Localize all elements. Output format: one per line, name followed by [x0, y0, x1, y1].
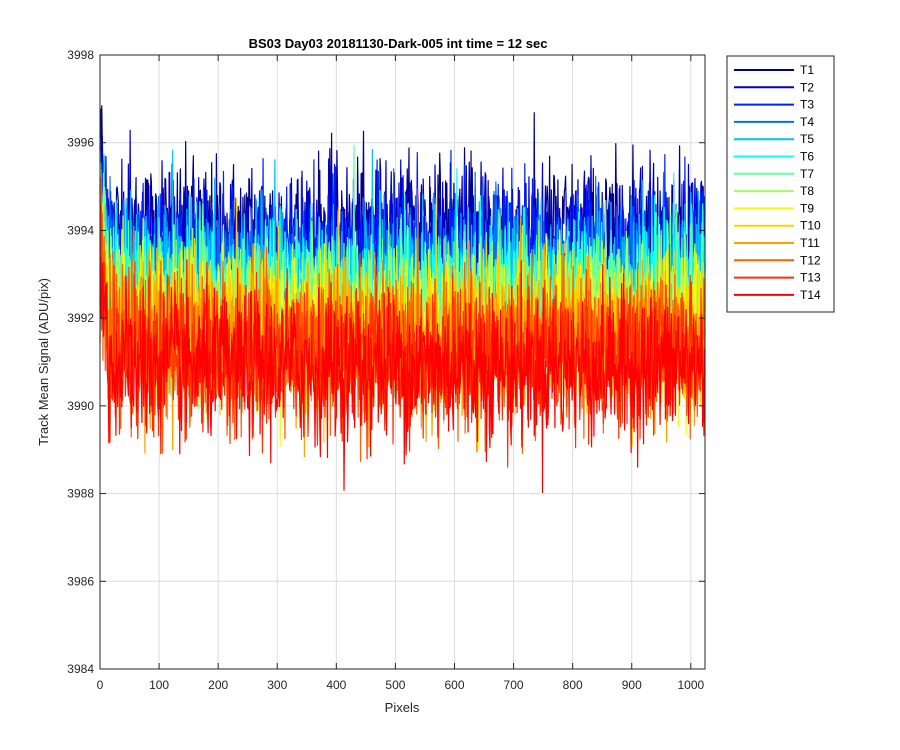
- x-tick-label: 0: [97, 678, 104, 692]
- legend-label-t6: T6: [800, 150, 814, 164]
- legend-label-t13: T13: [800, 271, 821, 285]
- series-line-t14: [99, 256, 706, 494]
- y-tick-label: 3984: [67, 662, 94, 676]
- legend-label-t9: T9: [800, 201, 814, 215]
- legend-label-t14: T14: [800, 288, 821, 302]
- y-tick-label: 3990: [67, 399, 94, 413]
- x-tick-label: 300: [267, 678, 287, 692]
- x-tick-label: 200: [208, 678, 228, 692]
- x-tick-label: 500: [385, 678, 405, 692]
- x-tick-label: 400: [326, 678, 346, 692]
- legend-label-t7: T7: [800, 167, 814, 181]
- legend: T1 T2 T3 T4 T5 T6 T7 T8 T9 T10 T11 T12 T13 T14: [726, 55, 835, 313]
- legend-label-t8: T8: [800, 184, 814, 198]
- y-axis-label: Track Mean Signal (ADU/pix): [36, 278, 51, 446]
- x-tick-label: 100: [149, 678, 169, 692]
- x-tick-label: 900: [622, 678, 642, 692]
- legend-label-t4: T4: [800, 115, 814, 129]
- x-axis-label: Pixels: [385, 700, 420, 715]
- y-tick-label: 3998: [67, 48, 94, 62]
- legend-box: [726, 55, 835, 313]
- chart-title: BS03 Day03 20181130-Dark-005 int time = …: [249, 36, 548, 51]
- y-axis-ticks: 3984 3986 3988 3990 3992 3994 3996 3998: [67, 48, 705, 676]
- x-tick-label: 700: [504, 678, 524, 692]
- x-tick-label: 600: [444, 678, 464, 692]
- y-tick-label: 3996: [67, 136, 94, 150]
- y-tick-label: 3994: [67, 223, 94, 237]
- y-tick-label: 3986: [67, 574, 94, 588]
- legend-label-t12: T12: [800, 253, 821, 267]
- series-lines: [99, 105, 706, 494]
- y-tick-label: 3992: [67, 311, 94, 325]
- y-tick-label: 3988: [67, 487, 94, 501]
- legend-label-t11: T11: [800, 236, 820, 250]
- x-axis-ticks: 0 100 200 300 400 500 600 700 800 900 1000: [97, 55, 704, 692]
- legend-label-t3: T3: [800, 98, 814, 112]
- plot-frame: [99, 54, 706, 670]
- legend-label-t2: T2: [800, 80, 814, 94]
- legend-label-t5: T5: [800, 132, 814, 146]
- x-tick-label: 800: [563, 678, 583, 692]
- x-tick-label: 1000: [677, 678, 704, 692]
- legend-label-t10: T10: [800, 219, 821, 233]
- legend-label-t1: T1: [800, 63, 814, 77]
